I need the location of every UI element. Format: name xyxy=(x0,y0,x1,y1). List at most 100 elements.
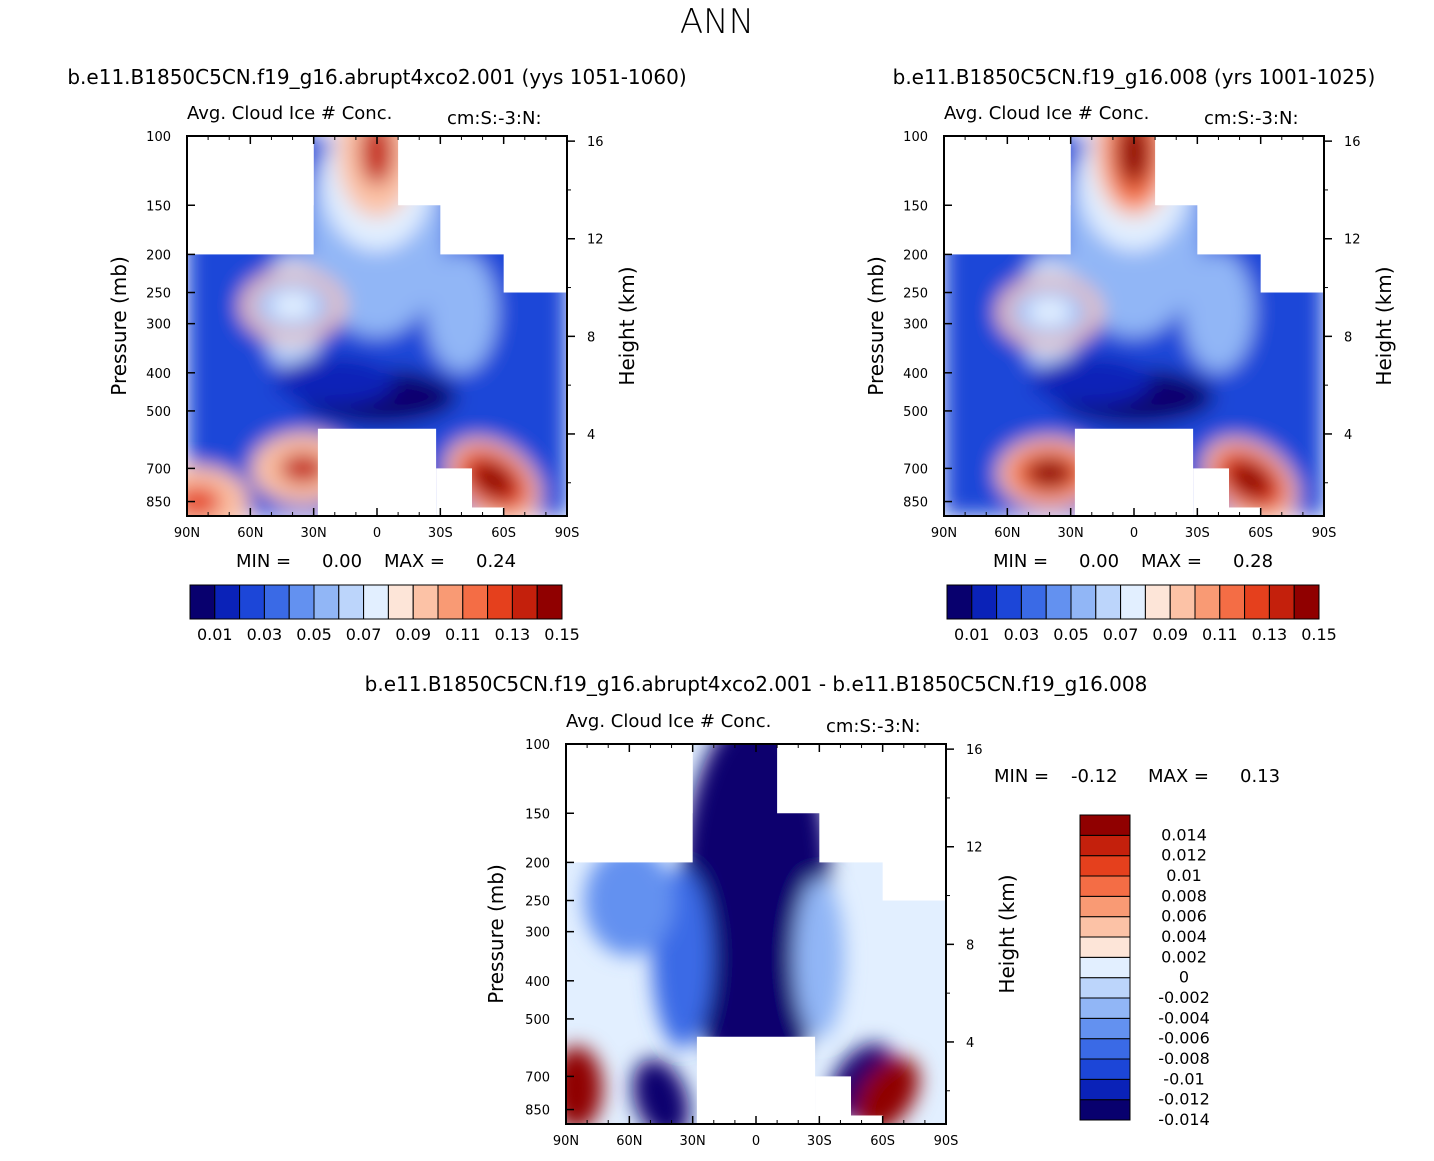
missing-region xyxy=(1074,428,1194,516)
panel-1-units: cm:S:-3:N: xyxy=(1204,108,1299,129)
missing-region xyxy=(250,136,314,206)
contour-region xyxy=(1117,136,1151,186)
x-tick-label: 90N xyxy=(174,526,200,541)
panel-2-min-value: -0.12 xyxy=(1071,766,1118,787)
y-right-tick-label: 4 xyxy=(587,428,595,443)
x-tick-label: 30S xyxy=(807,1134,832,1149)
colorbar-label: 0.07 xyxy=(346,625,382,644)
colorbar-label: 0.01 xyxy=(954,625,990,644)
missing-region xyxy=(1155,136,1261,206)
y-right-tick-label: 8 xyxy=(1344,330,1352,345)
colorbar-swatch xyxy=(1268,584,1295,620)
colorbar-label: 0.01 xyxy=(1166,866,1202,885)
contour-region xyxy=(1025,296,1074,328)
colorbar-label: -0.01 xyxy=(1163,1069,1204,1088)
y-right-tick-label: 16 xyxy=(966,743,983,758)
panel-1-ylabel: Pressure (mb) xyxy=(864,256,888,396)
y-tick-label: 300 xyxy=(525,926,550,941)
colorbar-swatch xyxy=(996,584,1022,620)
panel-0-field xyxy=(187,136,567,516)
panel-1-case-title: b.e11.B1850C5CN.f19_g16.008 (yrs 1001-10… xyxy=(893,65,1376,89)
colorbar-label: 0.15 xyxy=(1301,625,1337,644)
colorbar-swatch xyxy=(1079,1078,1131,1101)
colorbar-swatch xyxy=(1244,584,1270,620)
colorbar-swatch xyxy=(1079,814,1131,836)
y-right-tick-label: 12 xyxy=(587,233,604,248)
colorbar-swatch xyxy=(1079,895,1131,918)
y-tick-label: 700 xyxy=(525,1070,550,1085)
colorbar-swatch xyxy=(288,584,315,620)
panel-1-min-label: MIN = xyxy=(993,551,1048,572)
x-tick-label: 30N xyxy=(1058,526,1084,541)
contour-region xyxy=(566,1046,603,1124)
colorbar-label: 0.13 xyxy=(495,625,531,644)
colorbar-label: -0.008 xyxy=(1158,1049,1210,1068)
missing-region xyxy=(1229,507,1261,516)
colorbar-swatch xyxy=(1095,584,1122,620)
x-tick-label: 90S xyxy=(1312,526,1337,541)
contour-region xyxy=(360,136,394,186)
y-tick-label: 500 xyxy=(525,1013,550,1028)
contour-region xyxy=(279,452,328,484)
colorbar-label: 0 xyxy=(1179,968,1189,987)
y-tick-label: 250 xyxy=(903,287,928,302)
colorbar-swatch xyxy=(1079,997,1131,1019)
colorbar-swatch xyxy=(1079,916,1131,938)
panel-0-min-value: 0.00 xyxy=(322,551,362,572)
colorbar-swatch xyxy=(1079,1058,1131,1080)
missing-region xyxy=(851,1115,883,1124)
colorbar-swatch xyxy=(536,584,563,620)
colorbar-label: -0.006 xyxy=(1158,1029,1210,1048)
y-right-tick-label: 8 xyxy=(587,330,595,345)
contour-region xyxy=(632,1058,690,1124)
y-right-tick-label: 4 xyxy=(966,1036,974,1051)
y-tick-label: 150 xyxy=(903,199,928,214)
missing-region xyxy=(1007,136,1071,206)
colorbar-label: 0.09 xyxy=(395,625,431,644)
colorbar-swatch xyxy=(487,584,513,620)
x-tick-label: 30N xyxy=(680,1134,706,1149)
colorbar-swatch xyxy=(1293,584,1320,620)
colorbar-swatch xyxy=(1219,584,1246,620)
missing-region xyxy=(815,1076,851,1124)
panel-0: b.e11.B1850C5CN.f19_g16.abrupt4xco2.001 … xyxy=(67,65,686,644)
panel-2: b.e11.B1850C5CN.f19_g16.abrupt4xco2.001 … xyxy=(365,672,1280,1149)
y-right-tick-label: 4 xyxy=(1344,428,1352,443)
panel-0-units: cm:S:-3:N: xyxy=(447,108,542,129)
y-tick-label: 400 xyxy=(903,367,928,382)
colorbar-swatch xyxy=(338,584,365,620)
x-tick-label: 90S xyxy=(555,526,580,541)
x-tick-label: 30S xyxy=(428,526,453,541)
y-tick-label: 700 xyxy=(146,462,171,477)
contour-region xyxy=(584,845,675,956)
y-tick-label: 150 xyxy=(525,807,550,822)
panel-2-min-label: MIN = xyxy=(994,766,1049,787)
colorbar-label: 0.05 xyxy=(1053,625,1089,644)
x-tick-label: 60S xyxy=(1248,526,1273,541)
y-right-tick-label: 8 xyxy=(966,938,974,953)
colorbar-label: 0.008 xyxy=(1161,886,1207,905)
colorbar-label: -0.002 xyxy=(1158,988,1210,1007)
panel-2-field xyxy=(566,744,946,1124)
x-tick-label: 60N xyxy=(237,526,263,541)
colorbar-swatch xyxy=(437,584,464,620)
colorbar-swatch xyxy=(387,584,414,620)
colorbar-label: 0.11 xyxy=(1202,625,1238,644)
colorbar-label: 0.11 xyxy=(445,625,481,644)
colorbar-label: 0.002 xyxy=(1161,947,1207,966)
y-tick-label: 200 xyxy=(903,248,928,263)
y-right-tick-label: 16 xyxy=(587,135,604,150)
panel-1-max-label: MAX = xyxy=(1141,551,1202,572)
colorbar-swatch xyxy=(1194,584,1221,620)
panel-0-max-value: 0.24 xyxy=(476,551,516,572)
missing-region xyxy=(1260,205,1324,293)
panel-2-ylabel: Pressure (mb) xyxy=(484,864,508,1004)
panel-2-case-title: b.e11.B1850C5CN.f19_g16.abrupt4xco2.001 … xyxy=(365,672,1148,696)
x-tick-label: 60S xyxy=(491,526,516,541)
colorbar-label: 0.006 xyxy=(1161,907,1207,926)
colorbar-swatch xyxy=(1079,1099,1131,1121)
panel-0-min-label: MIN = xyxy=(236,551,291,572)
colorbar-swatch xyxy=(1079,834,1131,857)
colorbar-label: 0.014 xyxy=(1161,825,1207,844)
